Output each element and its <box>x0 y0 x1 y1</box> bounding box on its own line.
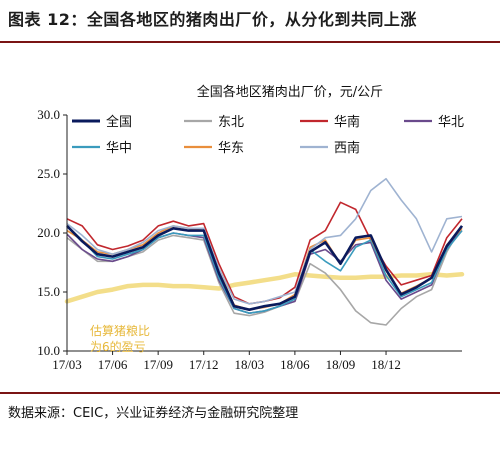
x-tick-label: 18/03 <box>234 357 264 372</box>
series-line-5 <box>66 225 463 311</box>
bottom-rule <box>0 392 500 394</box>
chart-title: 全国各地区猪肉出厂价，元/公斤 <box>197 84 383 100</box>
y-tick-label: 15.0 <box>37 284 60 299</box>
figure-title: 图表 12：全国各地区的猪肉出厂价，从分化到共同上涨 <box>8 10 417 29</box>
series-line-0 <box>66 224 464 312</box>
x-tick-label: 17/09 <box>143 357 173 372</box>
legend-label-6: 西南 <box>334 140 360 156</box>
legend-label-4: 华中 <box>106 141 132 156</box>
y-tick-label: 30.0 <box>37 107 60 122</box>
legend-label-5: 华东 <box>218 141 244 156</box>
y-tick-label: 20.0 <box>37 225 60 240</box>
x-tick-label: 18/06 <box>280 357 310 372</box>
top-rule <box>0 41 500 43</box>
breakeven-label-line1: 估算猪粮比 <box>90 323 150 338</box>
source-note: 数据来源：CEIC，兴业证券经济与金融研究院整理 <box>8 406 299 421</box>
x-tick-label: 17/12 <box>189 357 219 372</box>
x-tick-label: 17/06 <box>98 357 128 372</box>
series-line-6 <box>66 177 463 305</box>
x-tick-label: 17/03 <box>52 357 82 372</box>
x-tick-label: 18/12 <box>371 357 401 372</box>
legend-label-2: 华南 <box>334 114 360 130</box>
y-tick-label: 10.0 <box>37 343 60 358</box>
axes: 10.0 15.0 20.0 25.0 30.0 17/03 17/06 17/09 17/12… <box>37 107 462 372</box>
y-tick-label: 25.0 <box>37 166 60 181</box>
price-line-chart: 全国各地区猪肉出厂价，元/公斤 10.0 15.0 20.0 25.0 30.0 17/0… <box>37 84 465 372</box>
legend-label-1: 东北 <box>218 115 244 130</box>
series-line-4 <box>66 225 463 315</box>
legend-label-0: 全国 <box>106 114 132 130</box>
legend-label-3: 华北 <box>438 115 464 130</box>
breakeven-line <box>64 272 465 304</box>
x-tick-label: 18/09 <box>326 357 356 372</box>
plot-area <box>64 177 465 326</box>
breakeven-label-line2: 为6的盈亏 <box>90 339 146 354</box>
